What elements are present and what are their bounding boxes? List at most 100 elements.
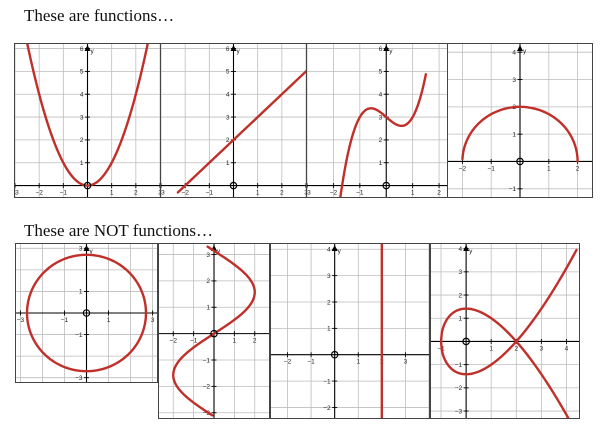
y-tick-label: 3: [379, 114, 383, 121]
x-tick-label: 2: [253, 338, 257, 345]
y-tick-label: −1: [75, 332, 83, 339]
y-tick-label: −2: [203, 384, 211, 391]
x-tick-label: 2: [576, 165, 580, 172]
y-tick-label: −1: [203, 357, 211, 364]
y-tick-label: 1: [512, 131, 516, 138]
x-tick-label: 3: [158, 190, 160, 197]
y-tick-label: −3: [455, 408, 463, 415]
curve: [461, 105, 579, 163]
x-tick-label: 3: [540, 345, 544, 352]
y-axis-letter: y: [523, 48, 527, 55]
y-tick-label: 6: [379, 46, 383, 53]
x-tick-label: 3: [404, 359, 408, 366]
y-tick-label: 1: [206, 305, 210, 312]
y-axis-letter: y: [338, 248, 342, 255]
x-tick-label: 1: [356, 359, 360, 366]
origin-marker: [462, 337, 470, 346]
cubic-plot: y −3 −2 −1 1 2 1 2 3 4 5 6: [307, 44, 447, 197]
x-tick-label: −2: [459, 165, 467, 172]
x-tick-label: −1: [356, 190, 364, 197]
x-tick-label: 1: [489, 345, 493, 352]
y-tick-label: 3: [512, 77, 516, 84]
y-tick-label: 3: [458, 269, 462, 276]
x-tick-label: −1: [206, 190, 214, 197]
curve: [439, 340, 570, 418]
curve: [26, 44, 149, 187]
x-tick-label: −1: [307, 359, 315, 366]
curve: [339, 73, 428, 197]
circle-plot: y −3 −1 1 3 −3 −1 1 3: [16, 244, 157, 382]
functions-heading: These are functions…: [24, 6, 175, 25]
y-tick-label: 3: [226, 114, 230, 121]
y-tick-label: 2: [226, 137, 230, 144]
y-tick-label: 2: [206, 278, 210, 285]
curve: [176, 69, 306, 194]
y-tick-label: 4: [512, 49, 516, 56]
y-tick-label: −1: [455, 362, 463, 369]
x-tick-label: 2: [280, 190, 284, 197]
origin-marker: [83, 181, 92, 190]
y-axis-arrow-icon: [517, 45, 523, 51]
y-tick-label: 5: [379, 69, 383, 76]
x-tick-label: 1: [256, 190, 260, 197]
x-tick-label: 2: [437, 190, 441, 197]
y-tick-label: 2: [327, 299, 331, 306]
y-tick-label: 4: [379, 92, 383, 99]
y-axis-letter: y: [237, 48, 241, 55]
origin-marker: [229, 181, 238, 190]
curve: [25, 253, 148, 373]
y-axis-letter: y: [217, 248, 221, 255]
x-tick-label: 3: [151, 317, 155, 324]
y-tick-label: −3: [75, 375, 83, 382]
line-plot: y −3 −2 −1 1 2 3 1 2 3 4 5 6: [161, 44, 306, 197]
grid: [431, 244, 579, 418]
y-axis-arrow-icon: [383, 45, 390, 51]
y-axis-letter: y: [91, 48, 95, 55]
graph-loop: y −1 1 2 3 4 −3 −2 −1 1 2 3 4: [430, 243, 580, 419]
y-axis-arrow-icon: [230, 45, 237, 51]
x-tick-label: −3: [161, 190, 165, 197]
graph-semicircle: y −2 −1 1 2 −1 1 2 3 4: [447, 43, 593, 198]
y-tick-label: 3: [206, 252, 210, 259]
x-tick-label: 1: [233, 338, 237, 345]
y-tick-label: 4: [80, 92, 84, 99]
origin-marker: [210, 329, 218, 338]
x-tick-label: 1: [411, 190, 415, 197]
graph-sideways-sine: y −2 −1 1 2 −3 −2 −1 1 2 3: [158, 243, 270, 419]
x-tick-label: −2: [170, 338, 178, 345]
x-tick-label: 3: [304, 190, 306, 197]
y-tick-label: 2: [80, 137, 84, 144]
grid: [271, 244, 429, 418]
y-tick-label: 4: [327, 247, 331, 254]
x-tick-label: −1: [487, 165, 495, 172]
x-tick-label: −1: [60, 190, 68, 197]
x-tick-label: 1: [110, 190, 114, 197]
y-tick-label: 1: [79, 289, 83, 296]
x-tick-label: −1: [190, 338, 198, 345]
y-tick-label: 1: [226, 160, 230, 167]
y-axis-letter: y: [469, 248, 473, 255]
y-tick-label: 5: [226, 69, 230, 76]
curve: [172, 245, 256, 417]
origin-marker: [382, 181, 391, 190]
x-tick-label: 1: [107, 317, 111, 324]
y-axis-arrow-icon: [463, 245, 470, 251]
y-axis-letter: y: [389, 48, 393, 55]
y-tick-label: 5: [80, 69, 84, 76]
y-tick-label: 1: [80, 160, 84, 167]
y-tick-label: −1: [323, 378, 331, 385]
y-tick-label: 1: [379, 160, 383, 167]
origin-marker: [330, 350, 339, 359]
graph-cubic: y −3 −2 −1 1 2 1 2 3 4 5 6: [306, 43, 448, 198]
y-tick-label: 2: [458, 292, 462, 299]
y-tick-label: −1: [509, 186, 517, 193]
x-tick-label: −3: [15, 190, 19, 197]
x-tick-label: −3: [17, 317, 25, 324]
origin-marker: [82, 309, 91, 317]
x-tick-label: 2: [514, 345, 518, 352]
x-tick-label: −2: [35, 190, 43, 197]
not-functions-heading: These are NOT functions…: [24, 221, 213, 240]
